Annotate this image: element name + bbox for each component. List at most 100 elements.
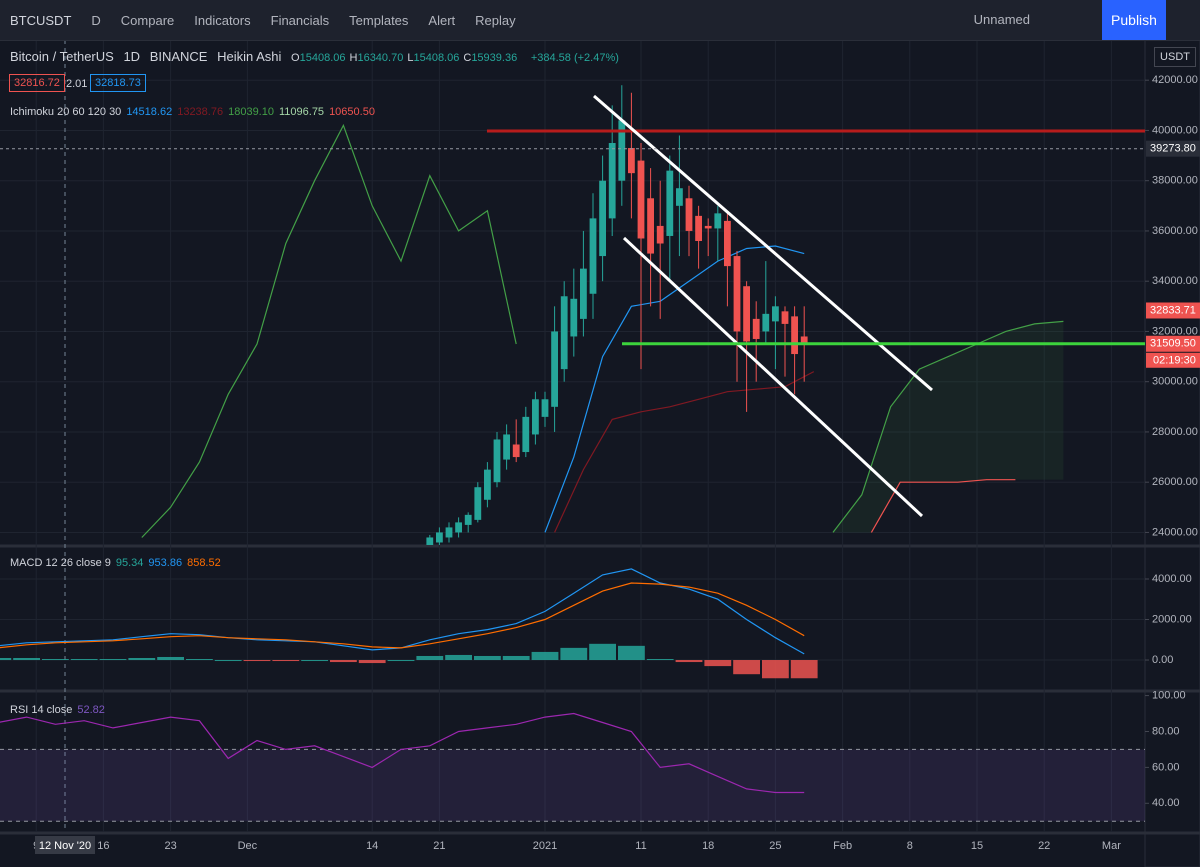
ohlc-value: 15408.06 (299, 52, 346, 64)
candle-body (618, 120, 626, 181)
toolbar-item[interactable]: Financials (270, 12, 330, 28)
legend-title: Bitcoin / TetherUS (10, 49, 114, 64)
candle-body (800, 336, 808, 345)
indicator-name: Ichimoku 20 60 120 30 (10, 106, 122, 118)
histogram-bar (301, 660, 328, 662)
cloud (833, 321, 1064, 533)
candle-body (714, 213, 722, 229)
y-tick-label: 26000.00 (1152, 476, 1198, 488)
macd-legend: MACD 12 26 close 9 95.34 953.86 858.52 (10, 557, 226, 569)
y-tick-label: 100.00 (1152, 689, 1186, 701)
candle-body (541, 399, 549, 417)
price-tag-bg (1146, 335, 1200, 352)
publish-button[interactable]: Publish (1102, 0, 1166, 40)
ask[interactable]: 32818.73 (90, 74, 146, 92)
price-tag-bg (1146, 140, 1200, 157)
legend-value: 953.86 (148, 557, 183, 569)
candle-body (772, 306, 779, 322)
toolbar-item[interactable]: Replay (475, 12, 516, 28)
candle-body (599, 180, 606, 257)
candle-body (551, 331, 558, 407)
indicator-line (832, 320, 1064, 533)
candle-body (762, 313, 770, 332)
histogram-bar (416, 655, 444, 661)
candle-body (656, 225, 664, 244)
toolbar-item[interactable]: Compare (120, 12, 175, 28)
bid[interactable]: 32816.72 (9, 74, 65, 92)
candle-body (503, 434, 510, 460)
candle-body (560, 296, 568, 370)
histogram-bar (589, 643, 616, 661)
histogram-bar (704, 660, 732, 667)
candle-body (628, 148, 635, 174)
toolbar-item[interactable]: Templates (349, 12, 409, 28)
candle-body (464, 514, 472, 525)
macd-title: MACD 12 26 close 9 (10, 557, 111, 569)
indicator-line (0, 582, 805, 649)
x-tick-label: 15 (971, 840, 983, 852)
crosshair-label-bg (35, 836, 95, 854)
ohlc-label: L (407, 52, 414, 64)
ohlc-value: 15408.06 (413, 52, 460, 64)
candle-body (436, 532, 443, 543)
y-tick-label: 60.00 (1152, 761, 1180, 773)
y-tick-label: 24000.00 (1152, 526, 1198, 538)
y-tick-label: 42000.00 (1152, 74, 1198, 86)
x-tick-label: 18 (702, 840, 714, 852)
x-tick-label: 21 (433, 840, 445, 852)
y-tick-label: 34000.00 (1152, 275, 1198, 287)
candle-body (608, 143, 616, 219)
price-pane (141, 85, 1064, 545)
candle-body (647, 198, 654, 254)
histogram-bar (157, 656, 184, 661)
ohlc-label: C (463, 52, 472, 64)
toolbar-item[interactable]: Indicators (194, 12, 251, 28)
symbol[interactable]: BTCUSDT (10, 12, 72, 28)
ohlc-value: 15939.36 (471, 52, 518, 64)
histogram-bar (272, 660, 300, 662)
x-tick-label: 16 (97, 840, 109, 852)
y-tick-label: 30000.00 (1152, 376, 1198, 388)
legend-style: Heikin Ashi (217, 49, 282, 64)
y-tick-label: 40000.00 (1152, 124, 1198, 136)
x-tick-label: Dec (238, 840, 258, 852)
price-tag: 32833.71 (1150, 304, 1196, 316)
histogram-bar (243, 660, 271, 662)
y-tick-label: 2000.00 (1152, 613, 1192, 625)
layout-name[interactable]: Unnamed (973, 12, 1030, 27)
x-tick-label: 25 (769, 840, 781, 852)
currency[interactable]: USDT (1154, 47, 1196, 67)
legend-value: 858.52 (187, 557, 221, 569)
toolbar-item[interactable]: Alert (428, 12, 456, 28)
histogram-bar (502, 655, 530, 661)
x-tick-label: 11 (635, 840, 646, 852)
legend-interval: 1D (123, 49, 141, 64)
candle-body (704, 225, 712, 229)
indicator-line (0, 712, 805, 794)
histogram-bar (358, 660, 386, 664)
x-tick-label: 14 (366, 840, 378, 852)
interval[interactable]: D (91, 12, 101, 28)
spread: 2.01 (66, 78, 88, 90)
histogram-bar (42, 659, 69, 661)
histogram-bar (790, 660, 818, 679)
candle-body (743, 286, 750, 342)
candle-body (484, 469, 491, 500)
candle-body (752, 318, 760, 339)
candle-body (733, 256, 741, 332)
candle-body (426, 537, 434, 545)
x-tick-label: Mar (1102, 840, 1121, 852)
channel-line (593, 94, 933, 392)
indicator-value: 13238.76 (177, 106, 224, 118)
y-tick-label: 4000.00 (1152, 573, 1192, 585)
indicator-line (0, 568, 805, 655)
legend-exchange: BINANCE (149, 49, 208, 64)
rsi-band (0, 749, 1145, 822)
x-tick-label: 22 (1038, 840, 1050, 852)
toolbar: BTCUSDT D Compare Indicators Financials … (0, 0, 1200, 41)
candle-body (580, 268, 587, 319)
histogram-bar (128, 657, 156, 661)
indicator-value: 14518.62 (126, 106, 173, 118)
